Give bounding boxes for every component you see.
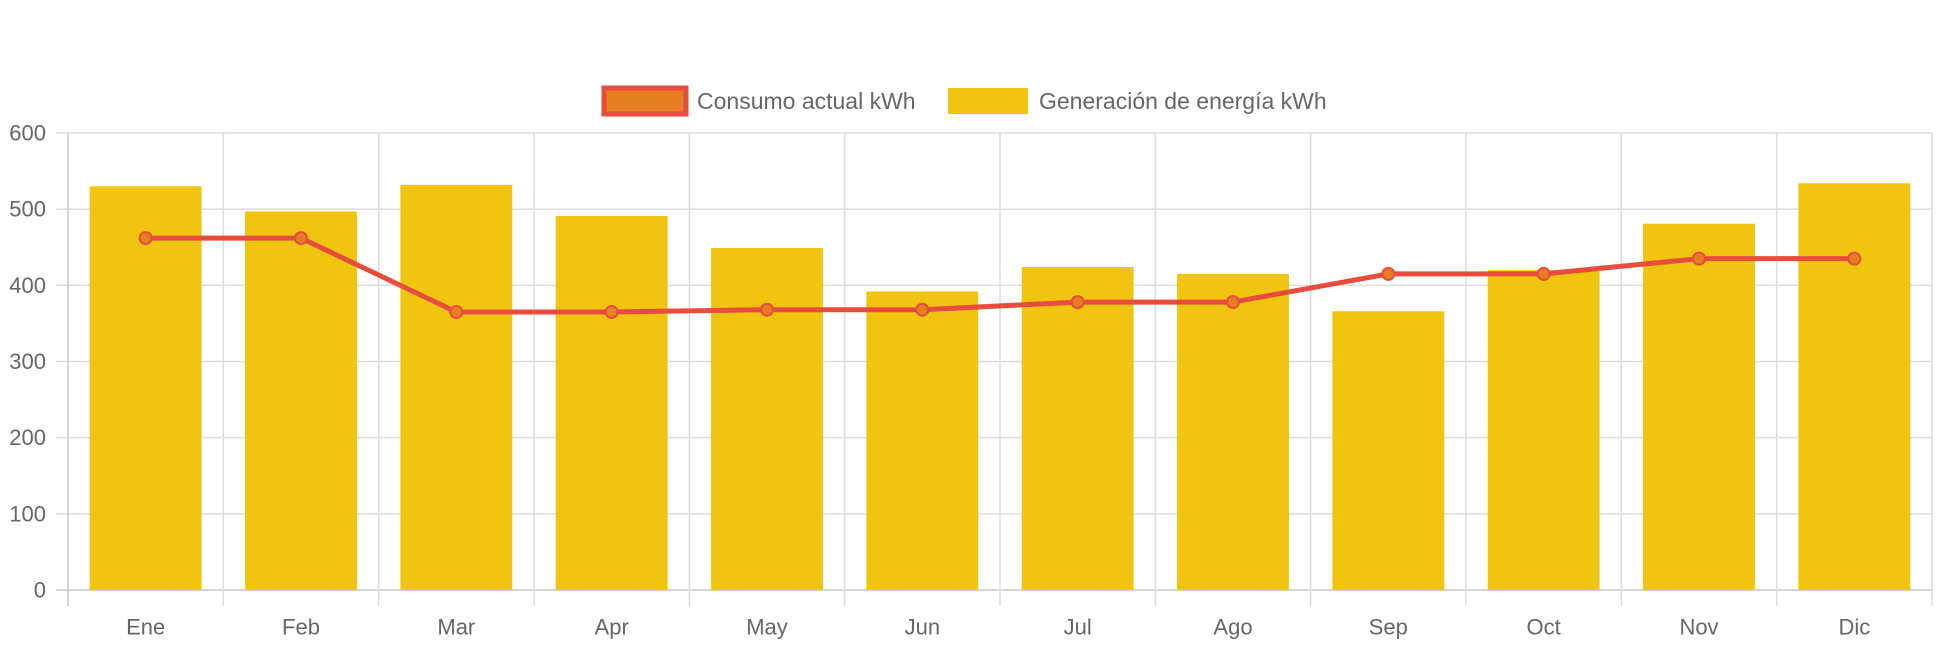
bar-ene[interactable] (89, 186, 202, 591)
grid (56, 132, 1933, 606)
axes: 0 100 200 300 400 500 600 Ene Feb Mar Apr May Jun Jul… (9, 121, 1870, 640)
legend-item-generacion[interactable]: Generación de energía kWh (948, 88, 1327, 114)
bar-feb[interactable] (245, 211, 357, 590)
consumo-point-ene[interactable] (138, 231, 153, 246)
x-tick-label: Jul (1064, 615, 1092, 640)
x-tick-label: Oct (1527, 615, 1561, 640)
legend-label-generacion: Generación de energía kWh (1039, 88, 1327, 114)
y-tick-label: 600 (9, 121, 46, 146)
x-tick-label: Sep (1369, 615, 1408, 640)
bar-mar[interactable] (400, 184, 513, 590)
x-tick-label: Dic (1838, 615, 1870, 640)
bar-jul[interactable] (1021, 267, 1134, 590)
x-tick-label: Apr (595, 615, 629, 640)
consumo-point-mar[interactable] (449, 304, 464, 319)
consumo-point-ago[interactable] (1226, 295, 1240, 310)
y-tick-label: 100 (9, 501, 46, 526)
consumo-point-sep[interactable] (1381, 266, 1396, 281)
consumo-point-may[interactable] (760, 302, 774, 317)
legend-swatch-consumo (601, 85, 689, 117)
consumo-point-jun[interactable] (915, 302, 930, 317)
y-tick-label: 300 (9, 349, 46, 374)
legend-item-consumo[interactable]: Consumo actual kWh (601, 85, 916, 117)
bar-dic[interactable] (1798, 183, 1911, 590)
y-tick-label: 400 (9, 273, 46, 298)
bar-sep[interactable] (1332, 311, 1445, 590)
consumo-line (145, 235, 1855, 315)
x-tick-label: Ene (126, 615, 165, 640)
legend-swatch-generacion (948, 88, 1028, 114)
bar-ago[interactable] (1177, 273, 1289, 590)
y-tick-label: 500 (9, 197, 46, 222)
bar-oct[interactable] (1487, 270, 1600, 590)
legend: Consumo actual kWh Generación de energía… (601, 85, 1327, 117)
x-tick-label: Feb (282, 615, 320, 640)
consumo-point-dic[interactable] (1847, 251, 1862, 266)
x-tick-label: Mar (437, 615, 475, 640)
bar-apr[interactable] (555, 216, 668, 590)
x-tick-label: Ago (1213, 615, 1252, 640)
consumo-point-apr[interactable] (604, 304, 619, 319)
y-tick-label: 200 (9, 425, 46, 450)
consumo-point-oct[interactable] (1536, 266, 1551, 281)
bar-may[interactable] (711, 248, 823, 591)
legend-label-consumo: Consumo actual kWh (697, 88, 916, 114)
bar-jun[interactable] (866, 291, 979, 590)
bar-nov[interactable] (1643, 223, 1755, 590)
consumo-point-jul[interactable] (1070, 295, 1085, 310)
consumo-point-nov[interactable] (1692, 251, 1706, 266)
consumo-point-feb[interactable] (294, 231, 308, 246)
x-tick-label: May (746, 615, 788, 640)
y-tick-label: 0 (34, 578, 46, 603)
x-tick-label: Nov (1679, 615, 1718, 640)
x-tick-label: Jun (905, 615, 940, 640)
line-layer (138, 231, 1862, 319)
bars-layer (89, 183, 1911, 591)
